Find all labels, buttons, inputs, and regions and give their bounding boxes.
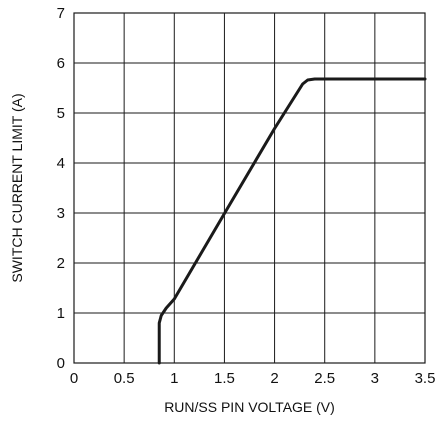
y-tick-label: 2 bbox=[57, 255, 65, 272]
x-tick-label: 2.5 bbox=[314, 370, 335, 387]
x-tick-label: 1 bbox=[170, 370, 178, 387]
series-line-0 bbox=[157, 77, 427, 365]
grid bbox=[74, 13, 425, 363]
x-tick-label: 0.5 bbox=[114, 370, 135, 387]
x-tick-label: 3.5 bbox=[415, 370, 435, 387]
x-tick-label: 2 bbox=[270, 370, 278, 387]
y-tick-label: 0 bbox=[57, 355, 65, 372]
x-tick-label: 3 bbox=[371, 370, 379, 387]
x-tick-label: 1.5 bbox=[214, 370, 235, 387]
y-tick-label: 4 bbox=[57, 155, 65, 172]
plot-frame bbox=[73, 12, 426, 364]
y-tick-labels: 0 1 2 3 4 5 6 7 bbox=[57, 5, 65, 372]
series-group bbox=[157, 77, 427, 365]
x-tick-labels: 0 0.5 1 1.5 2 2.5 3 3.5 bbox=[70, 370, 435, 387]
y-tick-label: 6 bbox=[57, 55, 65, 72]
y-tick-label: 1 bbox=[57, 305, 65, 322]
y-tick-label: 3 bbox=[57, 205, 65, 222]
x-tick-label: 0 bbox=[70, 370, 78, 387]
x-axis-label: RUN/SS PIN VOLTAGE (V) bbox=[164, 399, 335, 415]
y-tick-label: 5 bbox=[57, 105, 65, 122]
y-tick-label: 7 bbox=[57, 5, 65, 22]
y-axis-label: SWITCH CURRENT LIMIT (A) bbox=[9, 93, 25, 282]
